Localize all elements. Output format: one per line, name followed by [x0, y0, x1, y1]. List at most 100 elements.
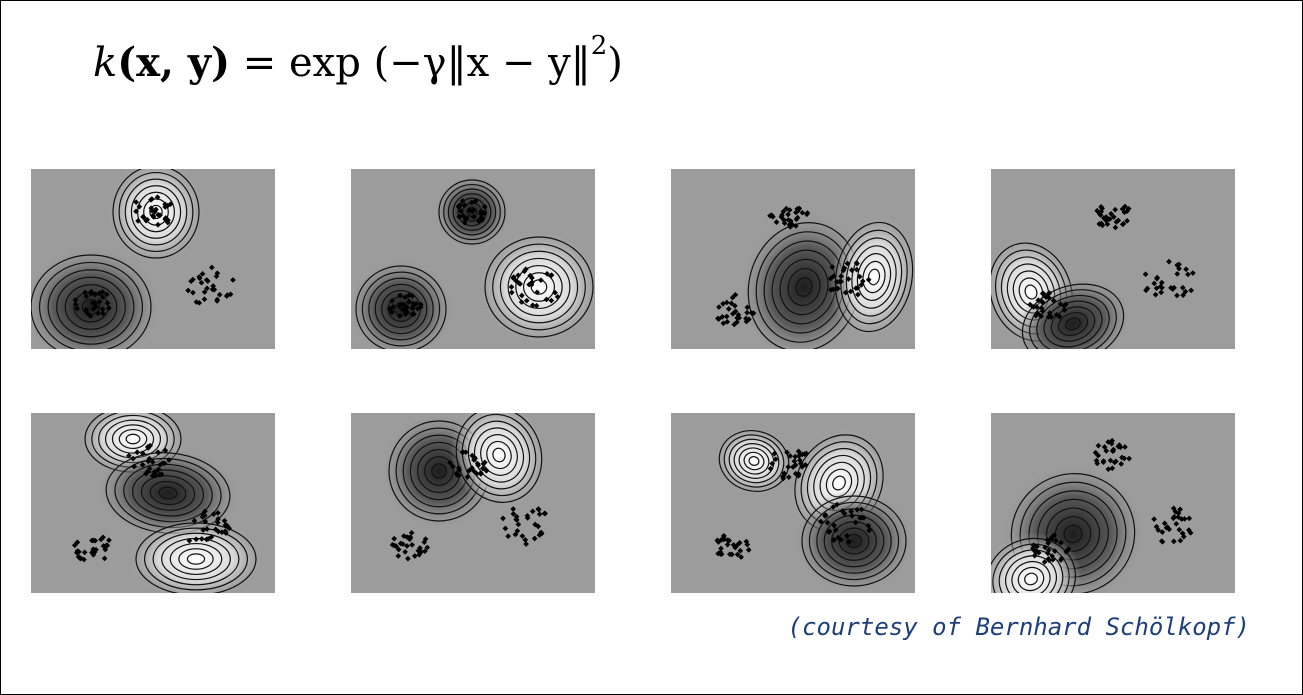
data-point	[221, 517, 228, 524]
kernel-formula: k(x, y) = exp (−γ‖x − y‖2)	[93, 31, 623, 86]
contour-line	[838, 527, 870, 555]
data-point	[1186, 527, 1192, 533]
data-point	[199, 514, 206, 520]
contour-line	[1050, 306, 1096, 342]
data-point	[395, 546, 402, 553]
data-point	[1094, 460, 1101, 467]
data-point	[479, 216, 486, 223]
data-point	[215, 510, 221, 516]
data-point	[1142, 271, 1149, 278]
data-point	[534, 289, 540, 296]
data-point	[505, 533, 512, 539]
contour-line	[484, 236, 594, 338]
data-point	[548, 297, 555, 304]
data-point	[840, 267, 847, 274]
data-point	[1182, 288, 1189, 295]
contour-plot	[991, 413, 1235, 593]
contour-line	[499, 250, 579, 324]
data-point	[72, 297, 79, 303]
data-point	[389, 297, 395, 304]
formula-body: (−γ‖x − y‖	[373, 40, 591, 86]
formula-exp: exp	[289, 40, 361, 86]
data-point	[1111, 459, 1118, 466]
formula-equals: =	[242, 40, 277, 86]
data-point	[133, 208, 139, 215]
data-point	[803, 450, 810, 457]
data-point	[831, 522, 837, 529]
light-lobe	[714, 426, 794, 496]
data-point	[81, 549, 88, 556]
data-point	[1190, 270, 1196, 276]
data-point	[1056, 313, 1063, 320]
data-point	[1044, 537, 1051, 543]
data-point	[88, 289, 95, 295]
contour-line	[862, 260, 886, 294]
data-point	[201, 296, 208, 303]
data-point	[1122, 444, 1128, 450]
data-point	[1033, 304, 1040, 310]
data-point	[456, 204, 462, 210]
data-point	[1058, 539, 1064, 546]
contour-line	[447, 188, 497, 236]
data-point	[136, 203, 143, 210]
data-point	[1039, 308, 1046, 315]
data-point	[716, 304, 722, 310]
data-point	[518, 292, 525, 299]
data-cluster	[508, 266, 561, 309]
data-point	[406, 292, 412, 299]
contour-line	[779, 258, 829, 316]
contour-line	[832, 475, 846, 491]
contour-line	[443, 183, 501, 241]
data-point	[718, 545, 724, 552]
data-point	[83, 306, 89, 313]
data-point	[464, 474, 471, 480]
contour-line	[1017, 566, 1045, 592]
data-point	[730, 310, 736, 317]
contour-line	[991, 537, 1077, 593]
contour-line	[1036, 294, 1110, 349]
data-point	[1177, 506, 1183, 513]
data-point	[99, 306, 106, 313]
contour-line	[733, 443, 775, 479]
data-point	[398, 301, 404, 308]
data-point	[792, 470, 799, 477]
contour-line	[56, 276, 126, 338]
contour-line	[1063, 524, 1083, 544]
contour-line	[361, 271, 441, 347]
kernel-panel-5	[31, 413, 275, 593]
contour-line	[355, 265, 447, 349]
contour-line	[808, 501, 900, 581]
contour-line	[723, 434, 785, 488]
data-point	[402, 311, 409, 317]
data-point	[404, 543, 410, 549]
data-point	[456, 213, 463, 220]
contour-line	[186, 553, 206, 565]
data-point	[846, 538, 853, 545]
contour-plot	[991, 169, 1235, 349]
data-point	[149, 196, 155, 202]
data-point	[554, 293, 561, 300]
data-point	[523, 297, 530, 304]
contour-line	[123, 463, 213, 523]
data-point	[1107, 457, 1114, 464]
data-point	[858, 506, 865, 513]
data-point	[148, 207, 155, 214]
contour-line	[998, 549, 1064, 593]
contour-line	[743, 451, 765, 471]
data-point	[214, 270, 221, 277]
data-point	[208, 264, 215, 271]
data-point	[531, 535, 538, 542]
data-point	[841, 510, 848, 517]
data-point	[1124, 218, 1130, 224]
data-point	[386, 306, 393, 312]
data-point	[1113, 219, 1120, 225]
data-point	[1101, 215, 1107, 221]
kernel-panel-2	[351, 169, 595, 349]
contour-line	[738, 447, 770, 475]
contour-plot	[351, 413, 595, 593]
data-point	[155, 221, 161, 228]
data-point	[162, 216, 169, 223]
data-point	[1183, 266, 1189, 273]
contour-line	[1029, 289, 1117, 349]
data-point	[191, 517, 198, 524]
